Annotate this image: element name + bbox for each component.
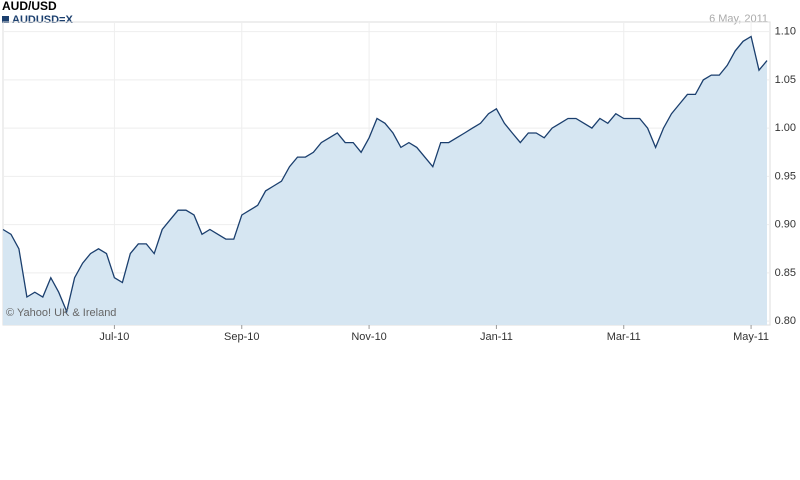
x-tick-label: Sep-10 [224, 331, 259, 343]
y-tick-label: 0.90 [775, 219, 796, 231]
line [2, 35, 768, 314]
legend-label: AUDUSD=X [12, 14, 73, 26]
chart-title: AUD/USD [2, 0, 57, 13]
y-tick-label: 0.80 [775, 315, 796, 327]
area [3, 36, 767, 325]
x-tick-label: Jul-10 [99, 331, 129, 343]
y-tick-label: 0.95 [775, 170, 796, 182]
watermark: © Yahoo! UK & Ireland [6, 307, 116, 319]
legend-swatch [2, 16, 9, 23]
x-tick-label: Mar-11 [607, 331, 641, 343]
y-tick-label: 1.05 [775, 74, 796, 86]
y-tick-label: 0.85 [775, 267, 796, 279]
x-tick-label: Jan-11 [480, 331, 513, 343]
y-tick-label: 1.10 [775, 26, 796, 38]
x-tick-label: Nov-10 [351, 331, 386, 343]
x-tick-label: May-11 [733, 331, 769, 343]
date-label: 6 May, 2011 [709, 13, 768, 25]
y-tick-label: 1.00 [775, 122, 796, 134]
